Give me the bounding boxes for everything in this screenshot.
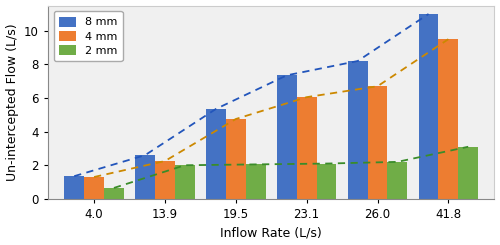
Y-axis label: Un-intercepted Flow (L/s): Un-intercepted Flow (L/s) bbox=[6, 23, 18, 181]
Bar bbox=[368, 86, 388, 199]
Bar bbox=[226, 119, 246, 199]
Bar bbox=[175, 165, 195, 199]
Bar bbox=[206, 109, 226, 199]
Bar bbox=[438, 39, 458, 199]
Bar bbox=[155, 161, 175, 199]
Bar bbox=[135, 155, 155, 199]
Bar bbox=[418, 14, 438, 199]
Legend: 8 mm, 4 mm, 2 mm: 8 mm, 4 mm, 2 mm bbox=[54, 11, 122, 61]
Bar bbox=[84, 177, 104, 199]
Bar bbox=[246, 164, 266, 199]
Bar bbox=[64, 176, 84, 199]
X-axis label: Inflow Rate (L/s): Inflow Rate (L/s) bbox=[220, 226, 322, 239]
Bar bbox=[296, 97, 316, 199]
Bar bbox=[277, 75, 296, 199]
Bar bbox=[458, 147, 478, 199]
Bar bbox=[104, 188, 124, 199]
Bar bbox=[388, 162, 407, 199]
Bar bbox=[348, 61, 368, 199]
Bar bbox=[316, 164, 336, 199]
